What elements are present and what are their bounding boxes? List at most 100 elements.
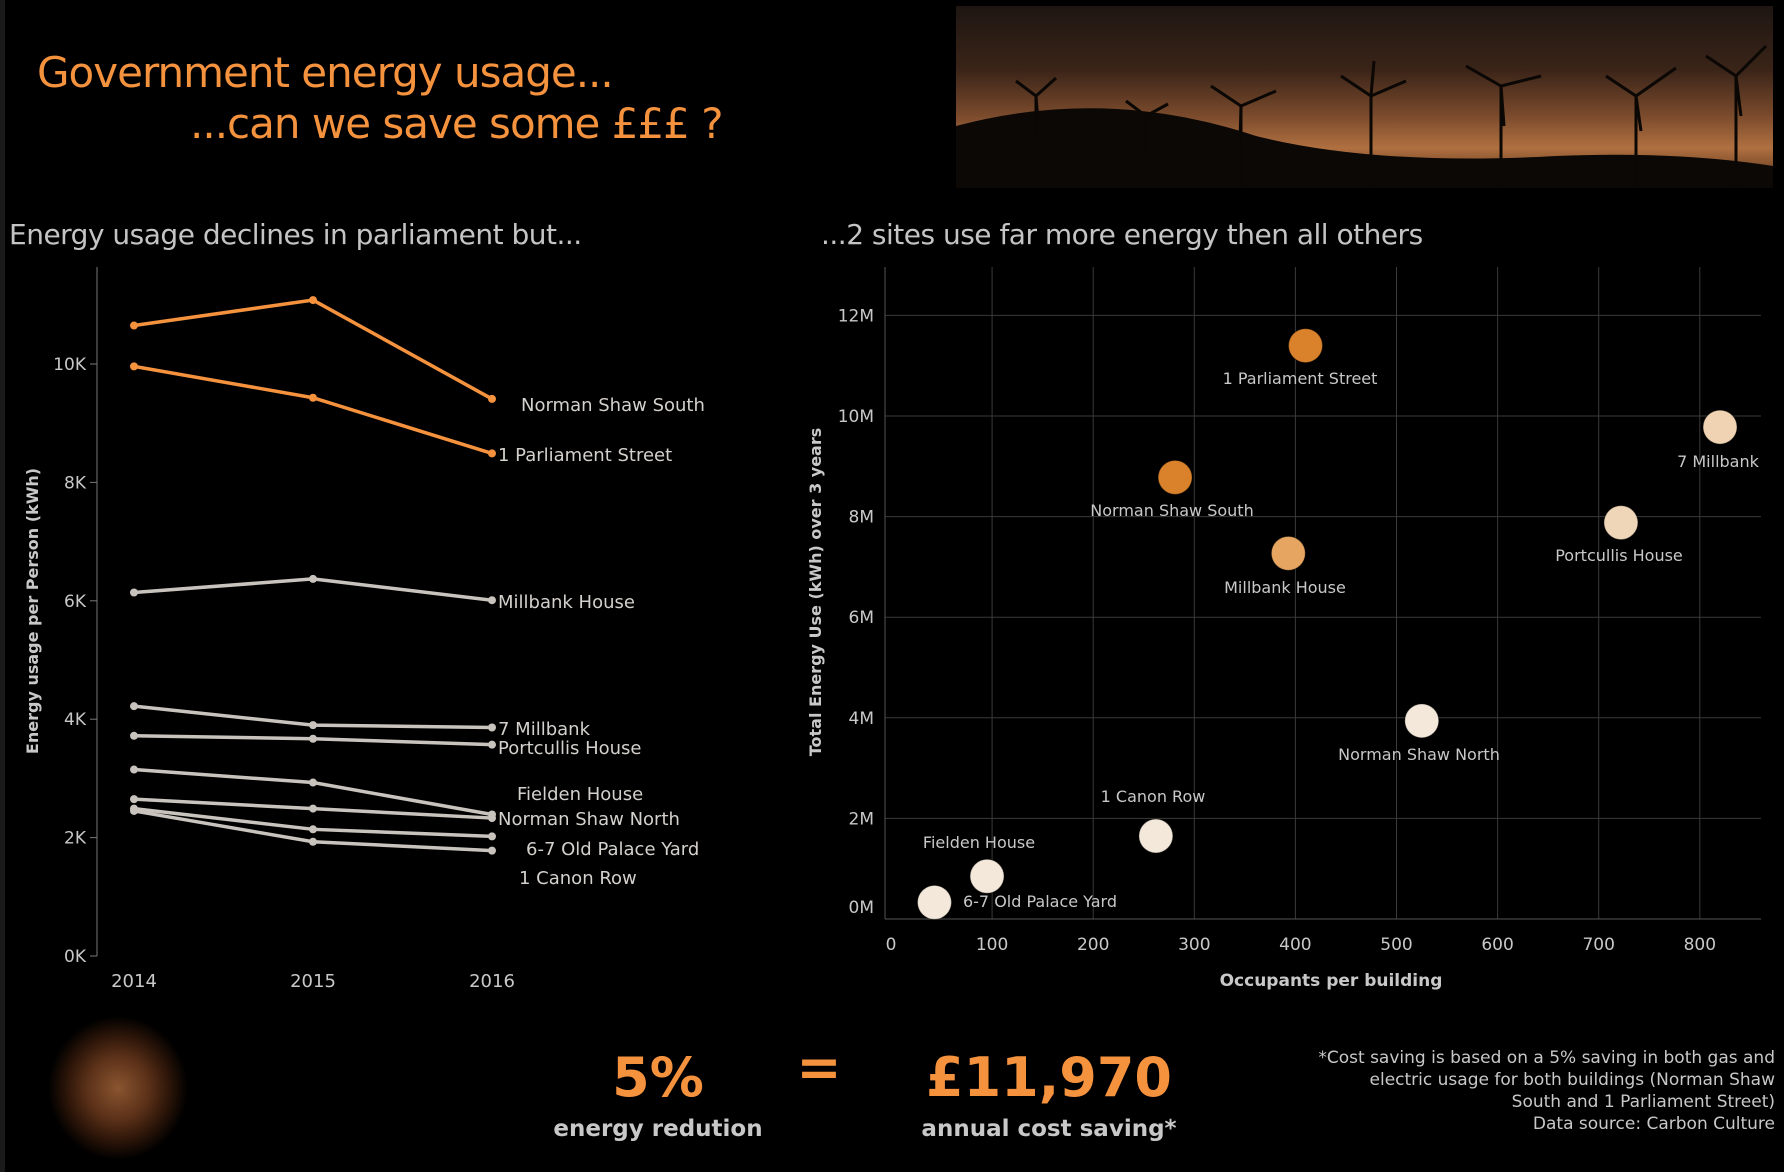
series-point (309, 778, 317, 787)
y-tick-label: 6M (849, 608, 874, 628)
series-point (130, 806, 138, 815)
footnote: *Cost saving is based on a 5% saving in … (1318, 1047, 1775, 1135)
scatter-point (1138, 818, 1174, 854)
series-point (309, 574, 317, 583)
series-label: 1 Parliament Street (498, 445, 672, 466)
scatter-point (1157, 459, 1193, 495)
point-label: 1 Parliament Street (1223, 369, 1378, 388)
series-point (130, 588, 138, 597)
series-point (488, 814, 496, 823)
y-tick-label: 10M (838, 407, 874, 427)
footnote-line: South and 1 Parliament Street) (1511, 1092, 1775, 1112)
series-point (488, 832, 496, 841)
series-point (130, 321, 138, 330)
y-tick-label: 0K (64, 947, 87, 967)
series-point (130, 765, 138, 774)
turbine-silhouettes (956, 44, 1773, 188)
point-label: Fielden House (923, 833, 1035, 852)
point-label: 1 Canon Row (1101, 787, 1206, 806)
charts-canvas: 0K 2K 4K 6K 8K 10K 2014 2015 2016 Energy usage pe… (23, 267, 1761, 992)
series-point (488, 740, 496, 749)
footnote-line: electric usage for both buildings (Norma… (1369, 1070, 1775, 1090)
series-point (309, 393, 317, 402)
x-tick-label: 400 (1279, 935, 1311, 955)
scatter-point (1288, 328, 1324, 364)
series-point (488, 846, 496, 855)
scatter-point (1603, 505, 1639, 541)
y-tick-label: 0M (849, 898, 874, 918)
series-label: Norman Shaw South (521, 395, 705, 416)
x-tick-label: 2014 (111, 971, 157, 992)
series-line (133, 298, 493, 401)
footnote-line: *Cost saving is based on a 5% saving in … (1318, 1048, 1775, 1068)
y-tick-label: 8M (849, 508, 874, 528)
y-tick-label: 2M (849, 809, 874, 829)
x-tick-label: 500 (1380, 935, 1412, 955)
series-label: 7 Millbank (498, 719, 591, 740)
y-tick-label: 4K (64, 710, 87, 730)
footnote-line: Data source: Carbon Culture (1532, 1114, 1775, 1134)
line-chart-title: Energy usage declines in parliament but.… (9, 218, 582, 251)
x-tick-label: 100 (976, 935, 1008, 955)
series-point (309, 804, 317, 813)
reduction-label: energy redution (553, 1116, 763, 1142)
x-tick-label: 800 (1684, 935, 1716, 955)
wind-turbines-photo (956, 6, 1773, 188)
x-tick-label: 300 (1178, 935, 1210, 955)
y-axis-title: Energy usage per Person (kWh) (23, 468, 42, 754)
series-point (309, 825, 317, 834)
series-point (488, 723, 496, 732)
series-label: Fielden House (517, 784, 643, 805)
series-point (488, 394, 496, 403)
series-point (309, 296, 317, 305)
equals-sign: = (796, 1036, 842, 1099)
point-label: Norman Shaw North (1338, 745, 1500, 764)
series-point (309, 837, 317, 846)
x-tick-label: 2015 (290, 971, 336, 992)
y-tick-label: 10K (53, 355, 87, 375)
x-tick-label: 600 (1481, 935, 1513, 955)
series-label: Norman Shaw North (498, 809, 680, 830)
y-tick-label: 6K (64, 592, 87, 612)
left-edge (0, 0, 5, 1172)
point-label: 6-7 Old Palace Yard (963, 892, 1117, 911)
dashboard-subtitle: ...can we save some £££ ? (190, 99, 724, 148)
y-axis-title: Total Energy Use (kWh) over 3 years (806, 428, 825, 757)
y-tick-label: 12M (838, 306, 874, 326)
x-tick-label: 200 (1077, 935, 1109, 955)
point-label: Portcullis House (1555, 546, 1683, 565)
scatter-chart-title: ...2 sites use far more energy then all … (821, 218, 1423, 251)
dashboard-title: Government energy usage... (37, 48, 614, 97)
reduction-value: 5% (612, 1046, 704, 1109)
series-label: 1 Canon Row (519, 868, 637, 889)
y-tick-label: 4M (849, 709, 874, 729)
saving-label: annual cost saving* (921, 1116, 1177, 1142)
light-bulb-photo (23, 1016, 319, 1172)
scatter-point (969, 858, 1005, 894)
saving-value: £11,970 (926, 1046, 1172, 1109)
point-label: 7 Millbank (1677, 452, 1760, 471)
point-label: Norman Shaw South (1090, 501, 1253, 520)
scatter-point (1702, 409, 1738, 445)
series-point (130, 795, 138, 804)
series-label: Millbank House (498, 592, 635, 613)
series-point (309, 721, 317, 730)
series-label: Portcullis House (498, 738, 642, 759)
scatter-point (1270, 535, 1306, 571)
scatter-point (1404, 703, 1440, 739)
y-tick-label: 8K (64, 473, 87, 493)
x-tick-label: 700 (1582, 935, 1614, 955)
x-tick-label: 0 (886, 935, 897, 955)
series-point (130, 731, 138, 740)
y-tick-label: 2K (64, 829, 87, 849)
series-point (488, 449, 496, 458)
series-label: 6-7 Old Palace Yard (526, 839, 699, 860)
series-point (309, 734, 317, 743)
series-point (488, 596, 496, 605)
series-point (130, 702, 138, 711)
series-point (130, 362, 138, 371)
x-tick-label: 2016 (469, 971, 515, 992)
point-label: Millbank House (1224, 578, 1346, 597)
scatter-point (916, 884, 952, 920)
series-line (133, 364, 493, 456)
